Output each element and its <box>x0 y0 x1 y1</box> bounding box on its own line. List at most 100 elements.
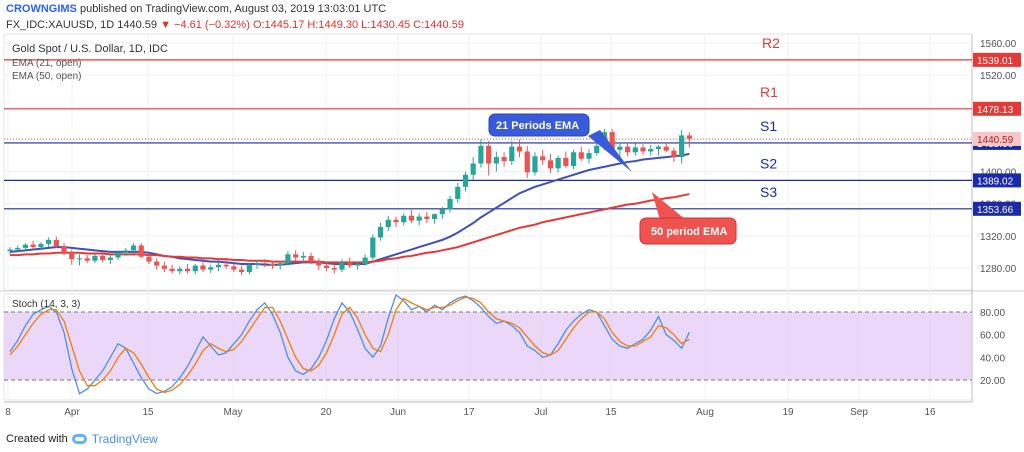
ema50-callout-pointer <box>652 192 686 220</box>
candle-body <box>408 215 415 221</box>
time-tick-label: Apr <box>64 407 80 418</box>
candle-body <box>401 215 407 223</box>
time-tick-label: 16 <box>924 407 936 418</box>
stoch-band <box>4 312 972 380</box>
candle-body <box>100 255 106 260</box>
candle-body <box>547 160 553 169</box>
created-with-text: Created with <box>6 433 68 445</box>
candle-body <box>370 237 376 258</box>
stoch-tick-label: 20.00 <box>980 376 1005 387</box>
price-tick-label: 1320.00 <box>980 232 1017 243</box>
candle-body <box>354 263 360 266</box>
price-axis: 1560.001520.001480.001440.001400.001360.… <box>980 39 1017 275</box>
stoch-line-k <box>9 293 690 395</box>
symbol: FX_IDC:XAUUSD, 1D <box>6 19 115 31</box>
current-price-tag <box>973 131 1021 146</box>
ema21-callout-box <box>488 113 590 137</box>
time-tick-label: Jun <box>390 407 406 418</box>
candle-body <box>478 145 484 164</box>
level-name-r2: R2 <box>762 35 780 51</box>
candle-body <box>594 145 600 154</box>
candle-body <box>30 244 36 248</box>
level-price-tag-s3 <box>973 201 1021 216</box>
candle-body <box>123 250 129 253</box>
price-tick-label: 1560.00 <box>980 39 1017 50</box>
candle-body <box>246 264 252 273</box>
candle-body <box>516 146 523 152</box>
candle-body <box>308 255 314 262</box>
stoch-axis: 80.00 60.00 40.00 20.00 <box>980 308 1005 387</box>
candle-body <box>130 245 137 251</box>
candle-body <box>169 268 175 272</box>
candle-body <box>578 152 584 159</box>
candle-body <box>377 227 384 238</box>
candle-body <box>617 146 623 150</box>
candle-body <box>7 249 13 252</box>
candle-body <box>323 265 330 268</box>
candle-body <box>154 261 160 266</box>
candle-body <box>316 261 322 266</box>
candle-body <box>563 157 569 166</box>
candle-body <box>540 156 546 161</box>
candle-body <box>347 262 353 266</box>
time-tick-label: 15 <box>605 407 617 418</box>
candle-body <box>269 263 276 266</box>
price-tick-label: 1520.00 <box>980 71 1017 82</box>
tradingview-logo-icon <box>71 432 88 446</box>
level-price-label-s3: 1353.66 <box>977 205 1014 216</box>
candle-body <box>331 268 337 270</box>
candle-body <box>447 198 453 210</box>
candle-body <box>424 216 430 219</box>
stoch-tick-label: 40.00 <box>980 353 1005 364</box>
candle-body <box>293 254 299 258</box>
candle-body <box>231 266 237 270</box>
candle-body <box>625 146 631 153</box>
candle-body <box>38 243 44 248</box>
author-name[interactable]: CROWNGIMS <box>6 3 77 15</box>
publish-line: CROWNGIMS published on TradingView.com, … <box>6 2 464 16</box>
level-price-tag-r2 <box>973 52 1021 67</box>
chart-header: CROWNGIMS published on TradingView.com, … <box>6 2 464 32</box>
stoch-title: Stoch (14, 3, 3) <box>12 299 80 310</box>
level-name-s1: S1 <box>760 118 777 134</box>
level-name-s3: S3 <box>760 184 777 200</box>
symbol-line: FX_IDC:XAUUSD, 1D 1440.59 ▼ −4.61 (−0.32… <box>6 18 464 32</box>
candle-body <box>416 216 422 221</box>
candle-body <box>208 267 214 270</box>
candle-body <box>555 157 561 169</box>
candle-body <box>115 252 121 258</box>
candle-body <box>455 186 461 199</box>
candle-body <box>570 152 577 166</box>
candle-body <box>609 132 615 150</box>
stoch-line-d <box>9 296 690 394</box>
candle-body <box>138 245 144 257</box>
candle-body <box>53 239 59 247</box>
candle-body <box>15 247 21 250</box>
candle-body <box>663 146 669 151</box>
tradingview-brand[interactable]: TradingView <box>91 432 158 446</box>
candle-body <box>462 174 469 187</box>
time-axis: 8 Apr 15 May 20 Jun 17 Jul 15 Aug 19 Sep 16 <box>5 407 936 418</box>
candle-body <box>679 135 685 158</box>
candle-body <box>671 150 677 158</box>
price-change: ▼ −4.61 (−0.32%) <box>160 19 250 31</box>
candle-body <box>640 147 646 152</box>
candle-body <box>586 153 592 159</box>
candle-body <box>92 255 98 261</box>
footer: Created with TradingView <box>6 432 158 446</box>
candle-body <box>192 265 198 272</box>
legend-ema50: EMA (50, open) <box>12 71 81 82</box>
candle-body <box>362 257 368 264</box>
last-price: 1440.59 <box>117 19 158 31</box>
candles <box>7 128 692 276</box>
time-tick-label: 8 <box>5 407 11 418</box>
candle-body <box>223 264 229 267</box>
level-price-label-r2: 1539.01 <box>977 56 1014 67</box>
candle-body <box>107 257 113 260</box>
time-tick-label: Jul <box>535 407 548 418</box>
candle-body <box>385 219 391 228</box>
level-price-label-r1: 1478.13 <box>977 105 1014 116</box>
stoch-tick-label: 80.00 <box>980 308 1005 319</box>
candle-body <box>46 239 52 244</box>
